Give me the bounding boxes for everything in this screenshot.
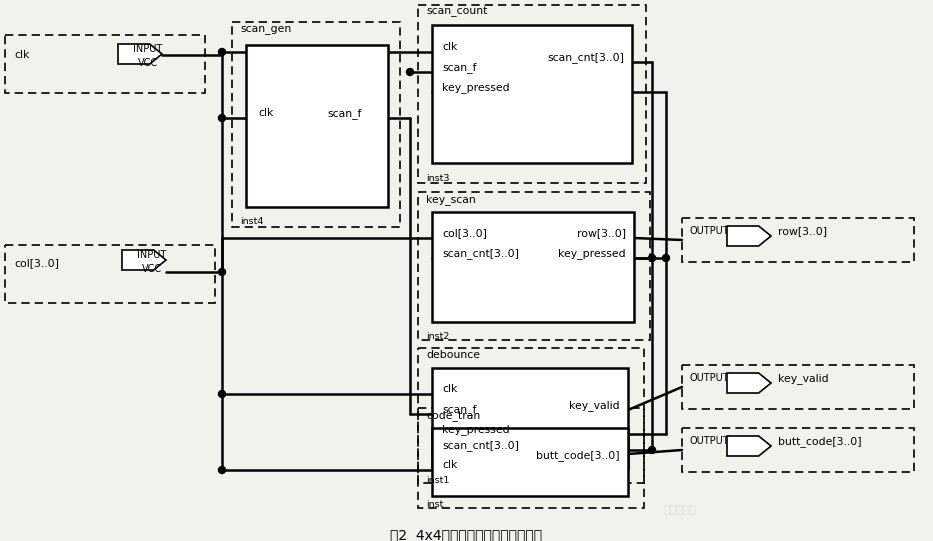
Text: key_valid: key_valid [569,400,620,411]
Circle shape [407,69,413,76]
Bar [246,45,388,207]
Polygon shape [727,436,771,456]
Polygon shape [122,250,166,270]
Text: 电子发烧友: 电子发烧友 [663,505,697,515]
Text: INPUT: INPUT [137,250,167,260]
Text: key_pressed: key_pressed [442,82,509,93]
Text: key_valid: key_valid [778,373,829,384]
Text: clk: clk [258,108,273,118]
Text: col[3..0]: col[3..0] [442,228,487,238]
Circle shape [218,268,226,275]
Text: scan_count: scan_count [426,7,487,17]
Text: inst1: inst1 [426,476,450,485]
Text: row[3..0]: row[3..0] [577,228,626,238]
Text: butt_code[3..0]: butt_code[3..0] [778,436,861,447]
Bar [5,245,215,303]
Bar [418,5,646,183]
Circle shape [648,446,656,453]
Text: debounce: debounce [426,350,480,360]
Circle shape [662,254,670,261]
Bar [418,348,644,483]
Polygon shape [727,226,771,246]
Circle shape [648,254,656,261]
Bar [432,368,628,468]
Text: scan_f: scan_f [327,108,362,119]
Text: OUTPUT: OUTPUT [690,436,730,446]
Circle shape [218,115,226,122]
Circle shape [218,391,226,398]
Text: scan_cnt[3..0]: scan_cnt[3..0] [547,52,624,63]
Text: key_pressed: key_pressed [442,424,509,435]
Text: key_pressed: key_pressed [558,248,626,259]
Text: VCC: VCC [138,58,158,68]
Bar [432,212,634,322]
Text: VCC: VCC [142,264,162,274]
Bar [682,218,914,262]
Bar [432,25,632,163]
Text: inst3: inst3 [426,174,450,183]
Text: butt_code[3..0]: butt_code[3..0] [536,450,620,461]
Bar [432,428,628,496]
Text: clk: clk [442,384,457,394]
Text: OUTPUT: OUTPUT [690,226,730,236]
Text: key_scan: key_scan [426,194,476,205]
Bar [682,428,914,472]
Bar [682,365,914,409]
Bar [418,192,650,340]
Text: col[3..0]: col[3..0] [14,258,59,268]
Polygon shape [727,373,771,393]
Bar [232,22,400,227]
Bar [418,408,644,508]
Text: OUTPUT: OUTPUT [690,373,730,383]
Text: inst4: inst4 [240,217,263,226]
Text: clk: clk [14,50,29,60]
Text: clk: clk [442,460,457,470]
Text: inst: inst [426,500,443,509]
Text: INPUT: INPUT [133,44,162,54]
Text: code_tran: code_tran [426,410,480,421]
Bar [5,35,205,93]
Text: scan_cnt[3..0]: scan_cnt[3..0] [442,248,519,259]
Text: scan_cnt[3..0]: scan_cnt[3..0] [442,440,519,451]
Polygon shape [118,44,162,64]
Text: 图2  4x4行列键盘扫描的顶层电路图: 图2 4x4行列键盘扫描的顶层电路图 [390,528,542,541]
Text: scan_f: scan_f [442,404,477,415]
Text: scan_f: scan_f [442,62,477,73]
Circle shape [218,49,226,56]
Text: scan_gen: scan_gen [240,24,291,34]
Text: row[3..0]: row[3..0] [778,226,828,236]
Circle shape [218,466,226,473]
Text: inst2: inst2 [426,332,450,341]
Text: clk: clk [442,42,457,52]
